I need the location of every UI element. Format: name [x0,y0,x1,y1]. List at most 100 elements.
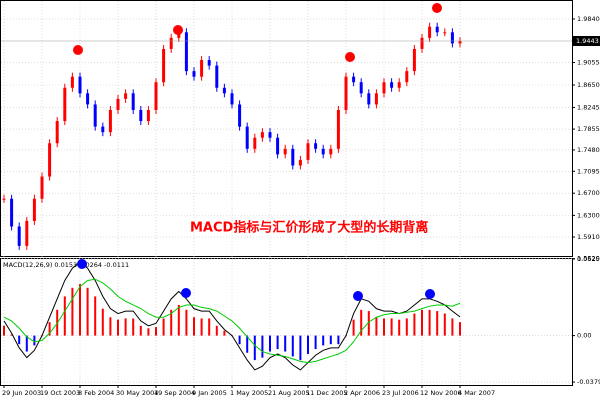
x-tick-label: 9 Jan 2005 [192,389,227,397]
histogram-bar [367,311,370,336]
price-bar [124,93,128,99]
histogram-bar [307,335,309,354]
histogram-bar [291,335,294,357]
price-bar [443,32,447,34]
price-bar [162,48,166,83]
peak-marker [345,52,355,62]
price-bar [131,93,135,110]
histogram-bar [117,319,119,336]
price-bar [298,159,302,166]
price-bar [215,65,219,88]
price-bar [420,37,424,49]
x-tick-label: 4 Mar 2007 [458,389,495,397]
y-tick-label: 1.6700 [577,189,600,197]
histogram-bar [86,287,89,336]
macd-panel [0,258,573,386]
y-tick-label: 1.5520 [577,255,600,263]
price-bar [116,98,120,110]
price-bar [291,148,295,166]
histogram-bar [193,317,195,336]
x-tick-label: 29 Jun 2003 [2,389,41,397]
histogram-bar [405,318,408,336]
price-bar [146,109,150,122]
histogram-bar [109,317,112,336]
y-tick-label: 1.8245 [577,103,600,111]
price-bar [435,26,439,33]
histogram-bar [428,309,431,336]
peak-marker [77,259,87,269]
x-tick-label: 2 Apr 2006 [344,389,380,397]
histogram-bar [238,335,241,345]
histogram-bar [383,318,385,336]
histogram-bar [314,335,317,350]
y-tick-label: 1.5910 [577,233,600,241]
price-bar [2,198,6,200]
histogram-bar [18,335,21,345]
price-bar [450,32,454,44]
peak-marker [181,288,191,298]
peak-marker [425,289,435,299]
price-bar [40,176,44,199]
peak-marker [353,291,363,301]
histogram-bar [276,335,279,350]
histogram-bar [215,325,218,336]
histogram-bar [101,308,104,336]
price-bar [367,93,371,105]
price-bar [78,76,82,94]
y-tick-label: 1.7095 [577,167,600,175]
price-panel [0,0,573,257]
histogram-bar [436,311,439,336]
histogram-bar [261,335,264,358]
histogram-bar [139,325,142,336]
y-tick-label: 1.9840 [577,15,600,23]
x-tick-label: 11 Dec 2005 [306,389,348,397]
histogram-bar [246,335,249,353]
histogram-bar [3,325,5,336]
price-bar [32,198,36,221]
histogram-bar [375,317,378,336]
price-bar [101,126,105,133]
price-bar [276,137,280,155]
x-tick-label: 23 Jul 2006 [382,389,419,397]
price-bar [344,76,348,110]
peak-marker [173,25,183,35]
y-tick-label: 1.6300 [577,211,600,219]
price-bar [230,93,234,105]
histogram-bar [352,319,355,336]
histogram-bar [284,335,287,352]
indicator-label: MACD(12,26,9) 0.0153 0.0264 -0.0111 [3,261,129,269]
price-bar [55,121,59,144]
histogram-bar [177,304,180,336]
histogram-bar [299,335,302,361]
x-tick-label: 30 May 2004 [116,389,158,397]
histogram-bar [25,335,28,352]
price-bar [200,60,204,77]
x-tick-label: 1 May 2005 [230,389,268,397]
y-tick-label: -0.0379 [577,378,600,386]
histogram-bar [443,313,446,336]
last-price-label: 1.9443 [576,37,599,45]
histogram-bar [124,318,127,336]
x-tick-label: 8 Feb 2004 [78,389,114,397]
indicator-line [3,278,461,364]
histogram-bar [185,309,188,336]
price-bar [48,143,52,177]
price-bar [352,76,356,83]
histogram-bar [94,296,97,336]
last-price-box [573,36,600,47]
price-bar [86,93,90,105]
price-bar [222,87,226,94]
y-tick-label: 1.7855 [577,125,600,133]
histogram-bar [421,309,423,336]
histogram-bar [71,287,74,336]
price-bar [359,82,363,94]
histogram-bar [360,309,363,336]
price-bar [458,41,462,44]
price-bar [177,32,181,38]
price-bar [192,71,196,77]
histogram-bar [451,318,454,336]
y-tick-label: 0.00 [577,332,591,340]
x-tick-label: 21 Aug 2005 [268,389,310,397]
histogram-bar [79,284,81,336]
